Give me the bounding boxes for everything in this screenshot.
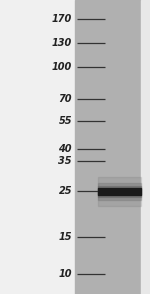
Bar [0, 0, 75, 294]
Text: 170: 170 [52, 14, 72, 24]
Bar [141, 0, 150, 294]
Text: 55: 55 [58, 116, 72, 126]
Text: 10: 10 [58, 269, 72, 279]
Text: 130: 130 [52, 38, 72, 48]
Bar [98, 183, 141, 200]
Bar [98, 186, 141, 197]
Bar [98, 188, 141, 195]
Text: 100: 100 [52, 62, 72, 72]
Bar [98, 177, 141, 206]
Text: 40: 40 [58, 144, 72, 154]
Text: 70: 70 [58, 94, 72, 104]
Bar [75, 0, 141, 294]
Text: 35: 35 [58, 156, 72, 166]
Text: 25: 25 [58, 186, 72, 196]
Text: 15: 15 [58, 233, 72, 243]
